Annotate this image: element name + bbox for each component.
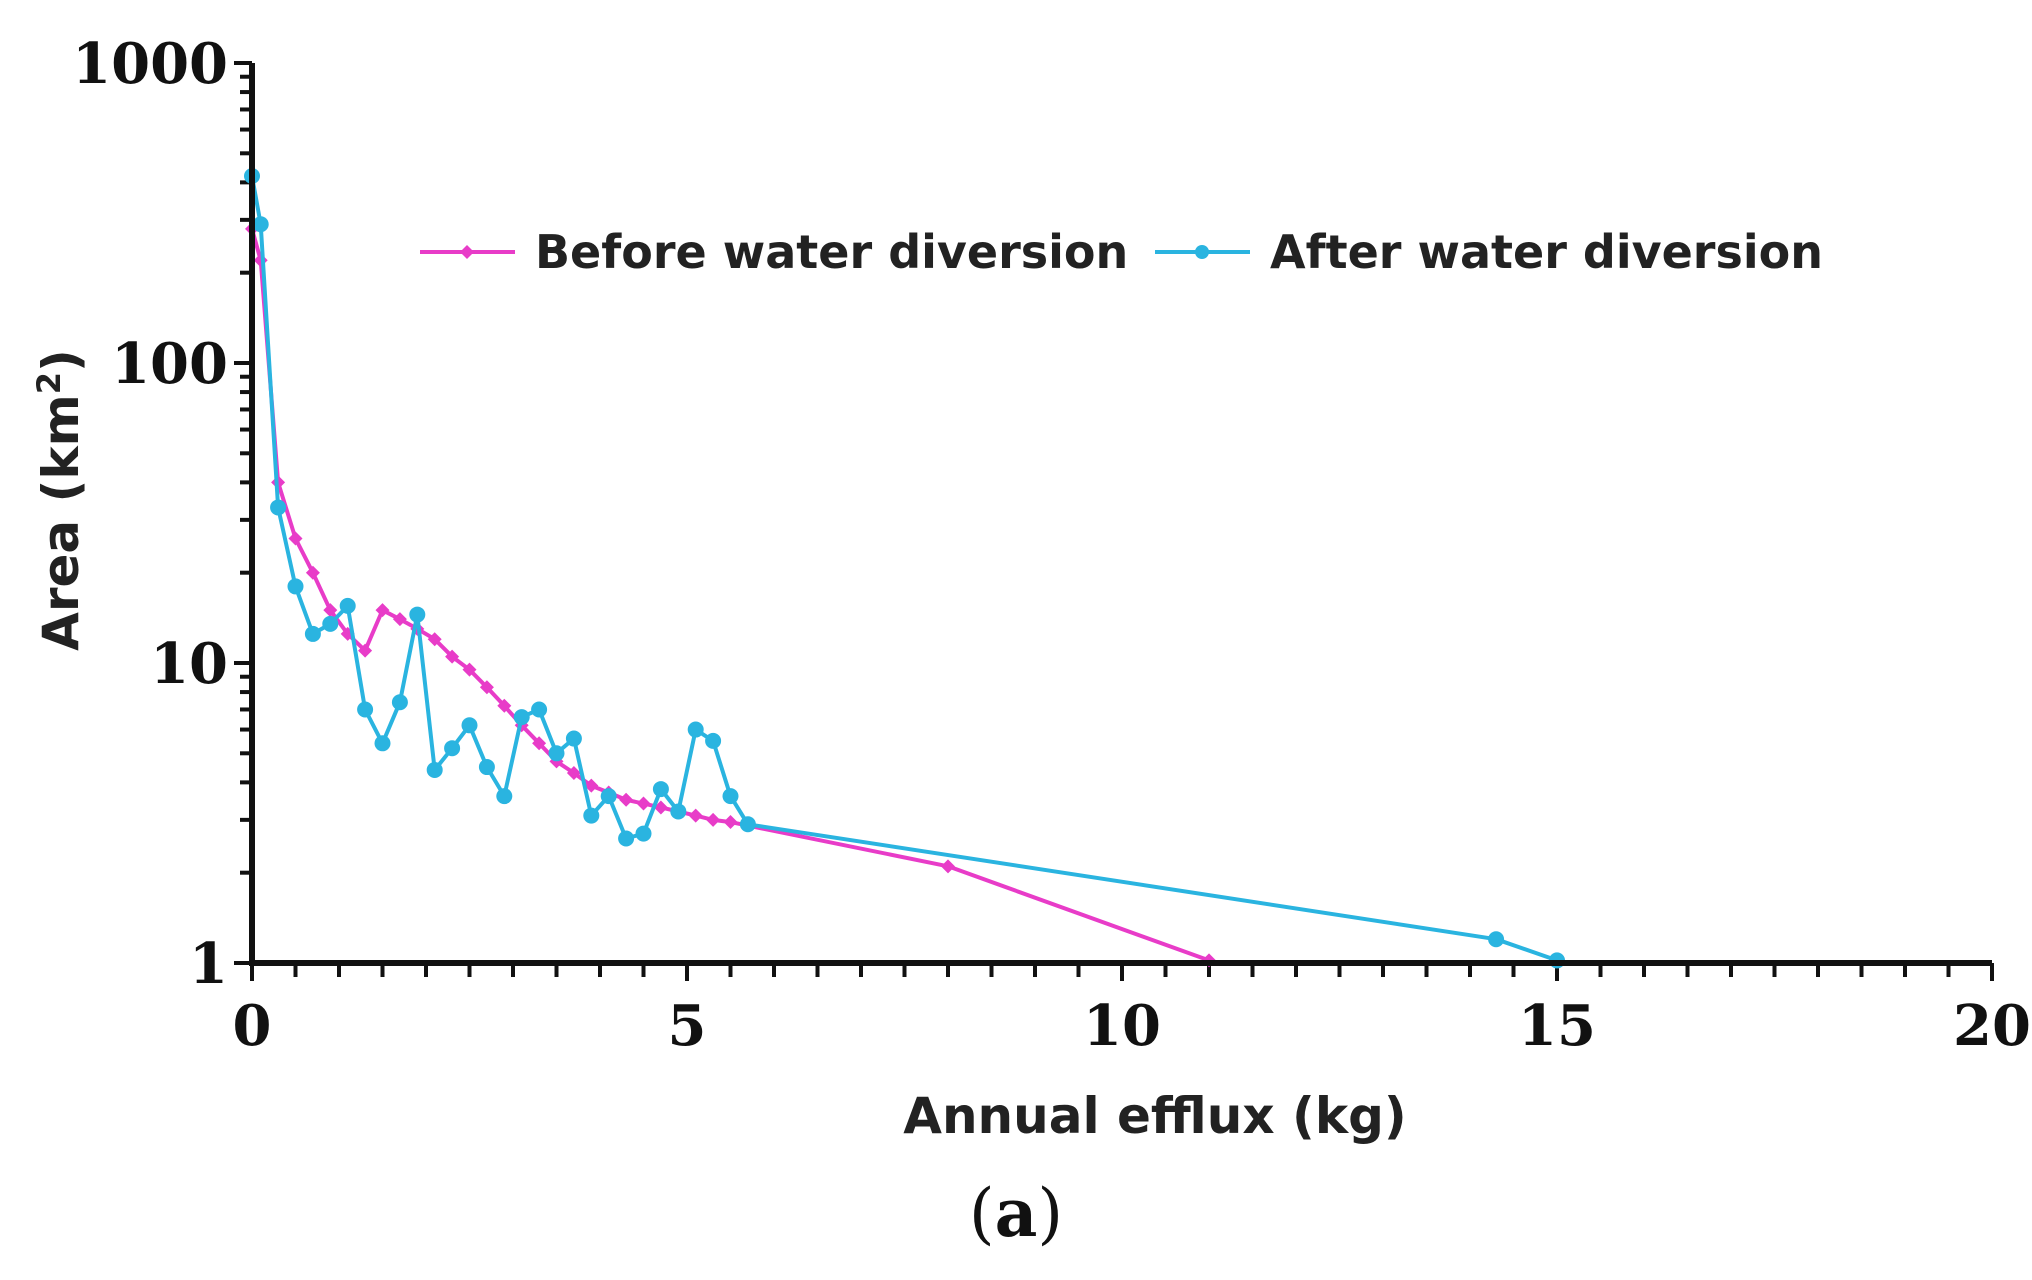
data-point [357, 701, 374, 718]
data-point [941, 859, 955, 874]
data-point [497, 698, 512, 713]
x-tick-label: 10 [1083, 993, 1161, 1059]
data-point [532, 736, 547, 751]
data-point [270, 499, 287, 516]
data-point [653, 800, 668, 815]
caption-open: ( [969, 1175, 995, 1252]
legend-marker-before [460, 245, 474, 259]
y-axis-title-close: ) [32, 349, 90, 372]
x-tick-label: 20 [1953, 993, 2031, 1059]
data-point [375, 603, 390, 618]
data-point [722, 788, 739, 805]
y-tick-label: 100 [111, 331, 228, 397]
data-point [426, 761, 443, 778]
data-point [391, 694, 408, 711]
y-tick-label: 1 [189, 931, 228, 997]
data-point [688, 808, 703, 823]
data-point [583, 807, 600, 824]
legend-label-after: After water diversion [1270, 225, 1823, 279]
data-point [392, 612, 407, 627]
data-point [305, 565, 320, 580]
data-point [706, 812, 721, 827]
data-point [565, 730, 582, 747]
data-point [618, 830, 635, 847]
plot-area [244, 168, 1565, 969]
data-point [566, 765, 581, 780]
data-point [619, 792, 634, 807]
legend-marker-after [1195, 245, 1209, 259]
caption-letter: a [995, 1174, 1038, 1252]
series-after [244, 168, 1565, 969]
data-point [374, 735, 391, 752]
data-point [445, 649, 460, 664]
data-point [339, 597, 356, 614]
caption-close: ) [1037, 1175, 1063, 1252]
figure-caption: (a) [969, 1174, 1063, 1252]
data-point [478, 759, 495, 776]
data-point [531, 701, 548, 718]
legend-label-before: Before water diversion [535, 225, 1128, 279]
y-tick-label: 10 [150, 631, 228, 697]
data-point [252, 216, 269, 233]
data-point [358, 643, 373, 658]
y-axis-title-sup: 2 [30, 372, 68, 394]
data-point [705, 732, 722, 749]
data-point [323, 603, 338, 618]
data-point [652, 781, 669, 798]
data-point [584, 778, 599, 793]
data-point [635, 825, 652, 842]
data-point [461, 717, 478, 734]
data-point [600, 788, 617, 805]
legend: Before water diversion After water diver… [420, 225, 1823, 279]
data-point [513, 709, 530, 726]
data-point [687, 721, 704, 738]
data-point [723, 815, 738, 830]
data-point [670, 803, 687, 820]
x-tick-label: 0 [233, 993, 272, 1059]
data-point [479, 680, 494, 695]
y-axis-title-main: Area (km [32, 394, 90, 651]
data-point [304, 625, 321, 642]
data-point [409, 606, 426, 623]
data-point [288, 531, 303, 546]
data-point [287, 578, 304, 595]
tick-labels: 0 5 10 15 20 1 10 100 1000 [72, 31, 2031, 1059]
data-point [322, 615, 339, 632]
x-tick-label: 5 [668, 993, 707, 1059]
data-point [496, 788, 513, 805]
data-point [636, 796, 651, 811]
y-tick-label: 1000 [72, 31, 228, 97]
data-point [462, 662, 477, 677]
data-point [1488, 931, 1505, 948]
x-tick-label: 15 [1518, 993, 1596, 1059]
data-point [739, 816, 756, 833]
x-axis-title: Annual efflux (kg) [903, 1087, 1407, 1145]
data-point [427, 632, 442, 647]
data-point [548, 745, 565, 762]
y-axis-title: Area (km2) [30, 349, 90, 651]
data-point [444, 740, 461, 757]
